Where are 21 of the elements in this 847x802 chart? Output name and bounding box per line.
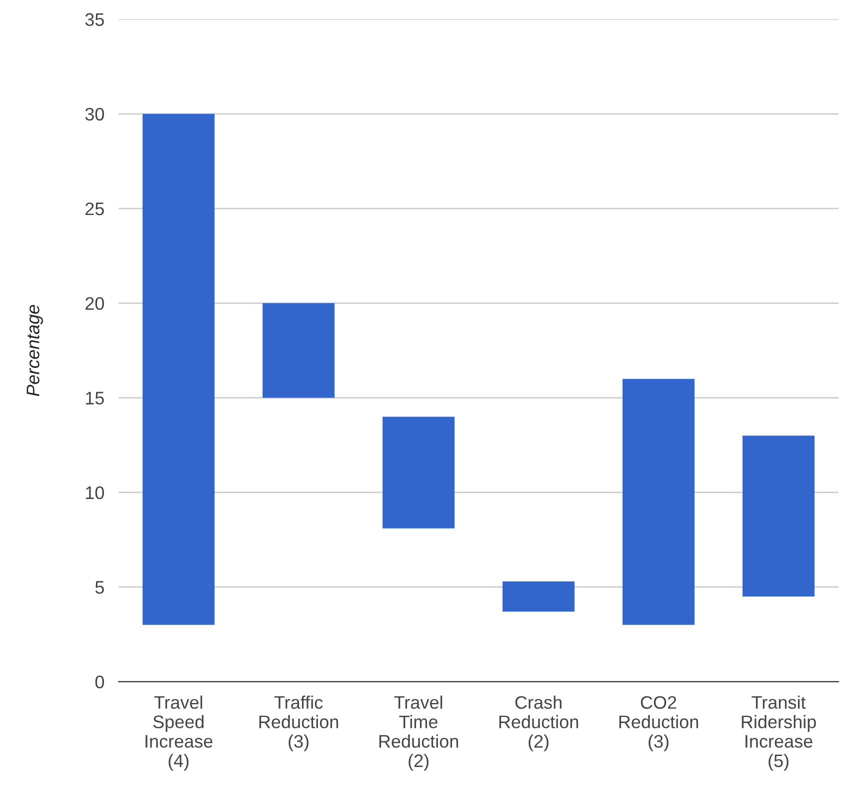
y-tick-label: 25 [86, 202, 104, 216]
x-tick-label: CO2 Reduction (3) [619, 696, 698, 752]
bar [502, 581, 575, 612]
x-tick-label: Travel Time Reduction (2) [379, 696, 458, 771]
x-tick-label: Travel Speed Increase (4) [146, 696, 212, 771]
y-tick-label: 15 [86, 392, 104, 405]
bar [622, 378, 695, 625]
y-tick-label: 35 [85, 13, 104, 26]
bar [382, 416, 455, 528]
y-tick-label: 0 [95, 676, 104, 688]
bar [262, 303, 335, 398]
x-tick-label: Crash Reduction (2) [499, 696, 578, 752]
x-tick-label: Transit Ridership Increase (5) [742, 696, 816, 771]
y-tick-label: 10 [86, 486, 104, 500]
x-tick-label: Traffic Reduction (3) [259, 696, 338, 752]
y-tick-label: 5 [95, 581, 104, 594]
y-tick-label: 20 [86, 297, 104, 310]
y-axis-title: Percentage [26, 304, 43, 396]
y-tick-label: 30 [85, 108, 104, 121]
bar [742, 436, 815, 597]
bar [142, 114, 215, 625]
